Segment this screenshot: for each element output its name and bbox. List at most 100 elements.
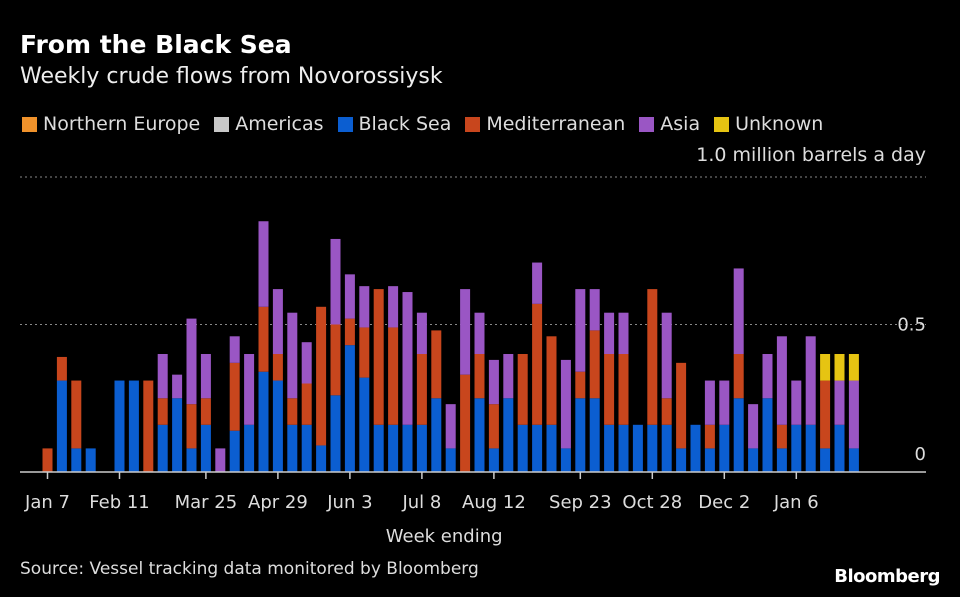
bar-segment-asia xyxy=(560,359,571,449)
bar-segment-mediterranean xyxy=(474,354,485,399)
bar-segment-mediterranean xyxy=(42,448,53,472)
legend-swatch xyxy=(337,116,353,132)
source-note: Source: Vessel tracking data monitored b… xyxy=(20,559,479,579)
bloomberg-logo: Bloomberg xyxy=(834,566,940,587)
legend-swatch xyxy=(214,116,230,132)
bar-segment-asia xyxy=(589,289,600,331)
bar-segment-mediterranean xyxy=(143,380,154,472)
bar-segment-black-sea xyxy=(503,398,514,472)
legend-label: Unknown xyxy=(735,113,824,135)
x-tick-label: Jun 3 xyxy=(326,492,372,513)
bar-segment-mediterranean xyxy=(532,303,543,425)
bar-segment-black-sea xyxy=(316,445,327,472)
bar-segment-asia xyxy=(503,354,514,399)
bar-segment-black-sea xyxy=(762,398,773,472)
bar-segment-asia xyxy=(287,312,298,399)
bar-segment-mediterranean xyxy=(330,324,341,396)
bar-segment-black-sea xyxy=(517,424,528,472)
bar-segment-asia xyxy=(762,354,773,399)
bar-segment-black-sea xyxy=(244,424,255,472)
bar-segment-black-sea xyxy=(56,380,67,472)
bar-segment-black-sea xyxy=(402,424,413,472)
bar-segment-asia xyxy=(344,274,355,319)
bar-segment-black-sea xyxy=(359,377,370,472)
x-axis-label: Week ending xyxy=(386,526,503,547)
bar-segment-mediterranean xyxy=(488,404,499,449)
bar-segment-asia xyxy=(416,312,427,354)
y-tick-label: 0.5 xyxy=(897,315,926,336)
bar-segment-black-sea xyxy=(474,398,485,472)
bar-segment-asia xyxy=(244,354,255,425)
bar-segment-black-sea xyxy=(661,424,672,472)
bar-segment-mediterranean xyxy=(604,354,615,425)
bar-segment-asia xyxy=(229,336,240,363)
bar-segment-mediterranean xyxy=(344,318,355,346)
bar-segment-black-sea xyxy=(172,398,183,472)
bar-segment-black-sea xyxy=(575,398,586,472)
legend-item: Northern Europe xyxy=(22,113,200,135)
x-tick-label: Feb 11 xyxy=(89,492,150,513)
bar-segment-asia xyxy=(301,342,312,384)
bar-segment-black-sea xyxy=(690,424,701,472)
bar-segment-black-sea xyxy=(344,345,355,472)
x-tick-label: Aug 12 xyxy=(462,492,526,513)
bar-segment-black-sea xyxy=(416,424,427,472)
bar-segment-mediterranean xyxy=(316,306,327,446)
x-tick-label: Dec 2 xyxy=(698,492,750,513)
bar-segment-mediterranean xyxy=(661,398,672,425)
bar-segment-black-sea xyxy=(719,424,730,472)
bar-segment-mediterranean xyxy=(56,356,67,381)
bar-segment-black-sea xyxy=(560,448,571,472)
bar-segment-black-sea xyxy=(200,424,211,472)
bar-segment-black-sea xyxy=(388,424,399,472)
bar-segment-mediterranean xyxy=(272,354,283,381)
bar-segment-mediterranean xyxy=(575,371,586,399)
bar-segment-black-sea xyxy=(791,424,802,472)
bar-segment-asia xyxy=(776,336,787,425)
bar-segment-mediterranean xyxy=(546,336,557,425)
chart-subtitle: Weekly crude flows from Novorossiysk xyxy=(20,64,443,89)
legend-swatch xyxy=(639,116,655,132)
bar-segment-black-sea xyxy=(676,448,687,472)
legend-item: Americas xyxy=(214,113,324,135)
bar-segment-asia xyxy=(200,354,211,399)
bar-segment-black-sea xyxy=(431,398,442,472)
bar-segment-asia xyxy=(402,292,413,425)
legend-label: Americas xyxy=(235,113,324,135)
bar-segment-mediterranean xyxy=(460,374,471,472)
legend-item: Black Sea xyxy=(337,113,451,135)
bar-segment-black-sea xyxy=(258,371,269,472)
bar-segment-asia xyxy=(733,268,744,354)
bar-segment-asia xyxy=(186,318,197,405)
legend-item: Mediterranean xyxy=(465,113,625,135)
bar-segment-black-sea xyxy=(733,398,744,472)
bar-segment-asia xyxy=(834,380,845,425)
bar-segment-black-sea xyxy=(330,395,341,472)
bar-segment-asia xyxy=(215,448,226,472)
bar-segment-black-sea xyxy=(287,424,298,472)
bar-segment-black-sea xyxy=(848,448,859,472)
legend: Northern Europe Americas Black Sea Mediterr… xyxy=(22,113,823,135)
bar-segment-black-sea xyxy=(704,448,715,472)
bar-segment-mediterranean xyxy=(71,380,82,449)
bar-segment-asia xyxy=(460,289,471,375)
bar-segment-mediterranean xyxy=(200,398,211,425)
bar-segment-asia xyxy=(488,359,499,405)
bar-segment-asia xyxy=(748,404,759,449)
bar-segment-black-sea xyxy=(445,448,456,472)
bar-segment-asia xyxy=(359,286,370,328)
bar-segment-black-sea xyxy=(776,448,787,472)
chart-title: From the Black Sea xyxy=(20,30,292,59)
bar-segment-black-sea xyxy=(157,424,168,472)
bar-segment-asia xyxy=(272,289,283,354)
bar-segment-unknown xyxy=(820,354,831,381)
bar-segment-mediterranean xyxy=(618,354,629,425)
bar-segment-asia xyxy=(719,380,730,425)
bar-segment-mediterranean xyxy=(517,354,528,425)
bar-segment-black-sea xyxy=(128,380,139,472)
bar-segment-unknown xyxy=(848,354,859,381)
bar-segment-asia xyxy=(258,221,269,307)
bar-segment-mediterranean xyxy=(676,362,687,449)
bar-segment-mediterranean xyxy=(416,354,427,425)
unit-label: 1.0 million barrels a day xyxy=(696,144,926,166)
